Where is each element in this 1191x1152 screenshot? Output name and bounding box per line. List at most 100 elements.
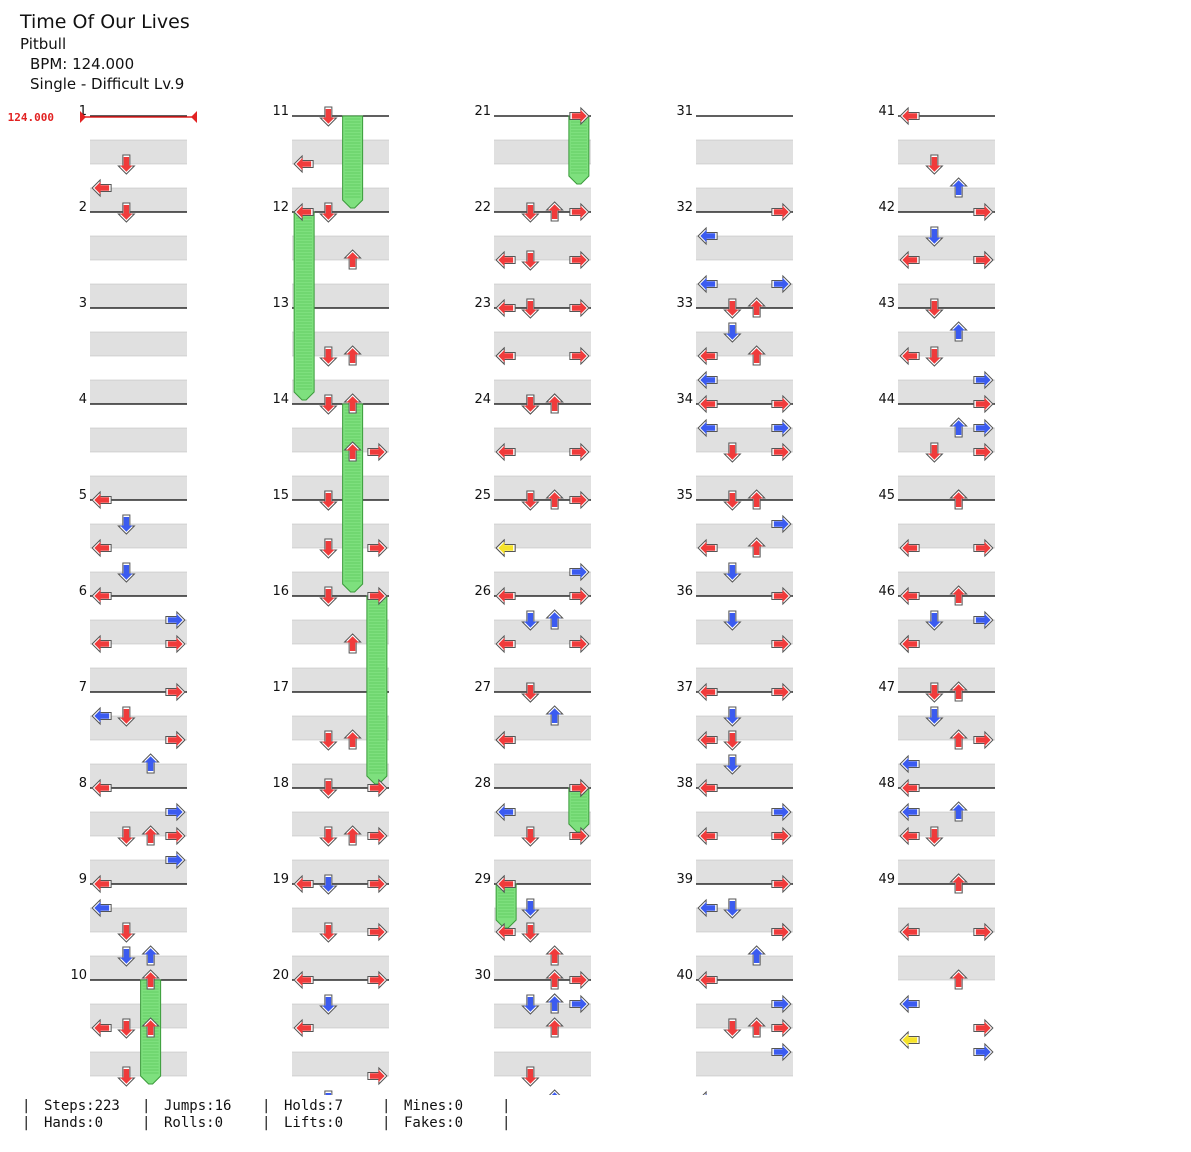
arrow-fill bbox=[902, 109, 918, 123]
arrow-fill bbox=[571, 973, 587, 987]
step-arrow bbox=[723, 610, 742, 631]
step-arrow bbox=[117, 514, 136, 535]
step-arrow bbox=[771, 922, 792, 942]
arrow-fill bbox=[928, 708, 941, 724]
step-arrow bbox=[973, 1018, 994, 1038]
step-arrow bbox=[91, 178, 112, 198]
arrow-fill bbox=[902, 253, 918, 267]
step-arrow bbox=[973, 370, 994, 390]
arrow-fill bbox=[571, 637, 587, 651]
step-arrow bbox=[495, 250, 516, 270]
step-arrow bbox=[545, 705, 564, 726]
measure-number: 22 bbox=[474, 200, 491, 215]
arrow-fill bbox=[571, 253, 587, 267]
arrow-fill bbox=[498, 877, 514, 891]
measure-number: 26 bbox=[474, 584, 491, 599]
stat-lifts: Lifts:0 bbox=[284, 1115, 344, 1131]
step-arrow bbox=[343, 729, 362, 750]
arrow-fill bbox=[94, 877, 110, 891]
step-arrow bbox=[771, 274, 792, 294]
beat-band bbox=[90, 956, 187, 980]
arrow-fill bbox=[952, 588, 965, 604]
arrow-fill bbox=[726, 900, 739, 916]
arrow-fill bbox=[726, 732, 739, 748]
stats-divider: | bbox=[22, 1115, 31, 1131]
step-arrow bbox=[91, 706, 112, 726]
arrow-fill bbox=[902, 757, 918, 771]
step-arrow bbox=[771, 514, 792, 534]
step-arrow bbox=[569, 970, 590, 990]
arrow-fill bbox=[952, 324, 965, 340]
step-arrow bbox=[319, 490, 338, 511]
step-arrow bbox=[293, 154, 314, 174]
step-arrow bbox=[899, 754, 920, 774]
arrow-fill bbox=[700, 277, 716, 291]
step-arrow bbox=[521, 682, 540, 703]
measure-number: 2 bbox=[79, 200, 87, 215]
step-arrow bbox=[747, 1017, 766, 1038]
arrow-fill bbox=[902, 637, 918, 651]
step-arrow bbox=[899, 346, 920, 366]
measure-number: 24 bbox=[474, 392, 491, 407]
stat-hands: Hands:0 bbox=[44, 1115, 104, 1131]
step-arrow bbox=[521, 250, 540, 271]
step-arrow bbox=[723, 562, 742, 583]
measure-number: 46 bbox=[878, 584, 895, 599]
song-difficulty: Single - Difficult Lv.9 bbox=[30, 75, 185, 93]
measure-number: 43 bbox=[878, 296, 895, 311]
arrow-fill bbox=[322, 1092, 335, 1095]
step-arrow bbox=[747, 537, 766, 558]
arrow-fill bbox=[773, 1021, 789, 1035]
arrow-fill bbox=[773, 421, 789, 435]
arrow-fill bbox=[548, 612, 561, 628]
arrow-fill bbox=[726, 756, 739, 772]
step-arrow bbox=[495, 298, 516, 318]
step-arrow bbox=[899, 802, 920, 822]
step-arrow bbox=[117, 946, 136, 967]
arrow-fill bbox=[928, 684, 941, 700]
arrow-fill bbox=[750, 348, 763, 364]
measure-number: 8 bbox=[79, 776, 87, 791]
stat-fakes: Fakes:0 bbox=[404, 1115, 464, 1131]
measure-number: 45 bbox=[878, 488, 895, 503]
stats-divider: | bbox=[502, 1115, 511, 1131]
measure-lines bbox=[90, 115, 995, 1077]
arrow-fill bbox=[144, 948, 157, 964]
arrow-fill bbox=[700, 829, 716, 843]
step-arrow bbox=[91, 778, 112, 798]
arrow-fill bbox=[369, 973, 385, 987]
measure-labels: 1234567891011121314151617181920212223242… bbox=[70, 104, 895, 983]
step-arrow bbox=[165, 682, 186, 702]
arrow-fill bbox=[369, 781, 385, 795]
arrow-fill bbox=[524, 204, 537, 220]
step-arrow bbox=[545, 993, 564, 1014]
step-arrow bbox=[723, 898, 742, 919]
hold-body bbox=[342, 403, 364, 593]
step-arrow bbox=[747, 297, 766, 318]
arrow-fill bbox=[773, 829, 789, 843]
arrow-fill bbox=[975, 1021, 991, 1035]
arrow-fill bbox=[571, 781, 587, 795]
arrow-fill bbox=[952, 492, 965, 508]
arrow-fill bbox=[700, 733, 716, 747]
step-arrow bbox=[723, 490, 742, 511]
step-arrow bbox=[925, 706, 944, 727]
step-arrow bbox=[117, 706, 136, 727]
measure-number: 44 bbox=[878, 392, 895, 407]
step-arrow bbox=[569, 562, 590, 582]
step-arrow bbox=[319, 586, 338, 607]
beat-band bbox=[494, 668, 591, 692]
step-arrow bbox=[141, 1017, 160, 1038]
measure-number: 7 bbox=[79, 680, 87, 695]
arrow-fill bbox=[296, 877, 312, 891]
measure-number: 13 bbox=[272, 296, 289, 311]
step-arrow bbox=[771, 586, 792, 606]
arrow-fill bbox=[773, 277, 789, 291]
measure-number: 35 bbox=[676, 488, 693, 503]
step-arrow bbox=[367, 1066, 388, 1086]
arrow-fill bbox=[975, 541, 991, 555]
arrow-fill bbox=[498, 301, 514, 315]
step-arrow bbox=[545, 201, 564, 222]
measure-number: 30 bbox=[474, 968, 491, 983]
step-arrow bbox=[899, 994, 920, 1014]
